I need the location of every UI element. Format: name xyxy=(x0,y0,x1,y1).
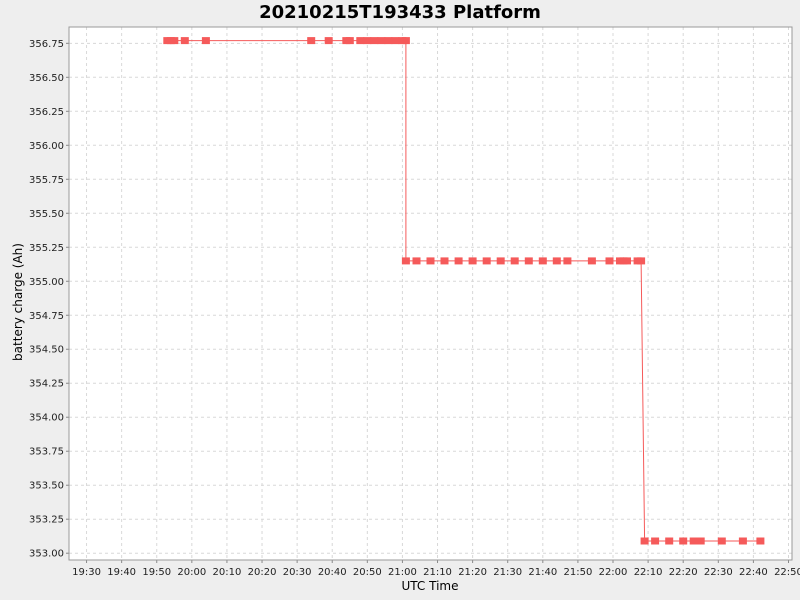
data-point xyxy=(482,257,491,265)
data-point xyxy=(454,257,463,265)
y-tick-label: 354.50 xyxy=(29,345,64,356)
data-point xyxy=(679,537,688,545)
x-tick-label: 19:40 xyxy=(107,567,136,578)
y-tick-label: 353.00 xyxy=(29,549,64,560)
x-tick-label: 22:10 xyxy=(634,567,663,578)
y-tick-label: 355.50 xyxy=(29,209,64,220)
data-point xyxy=(356,37,365,45)
y-tick-label: 356.25 xyxy=(29,107,64,118)
data-point xyxy=(496,257,505,265)
data-point xyxy=(637,257,646,265)
x-axis-label: UTC Time xyxy=(402,579,459,593)
x-tick-label: 20:40 xyxy=(318,567,347,578)
x-tick-label: 19:50 xyxy=(142,567,171,578)
data-point xyxy=(170,37,179,45)
data-point xyxy=(665,537,674,545)
y-tick-label: 355.75 xyxy=(29,175,64,186)
data-point xyxy=(440,257,449,265)
y-tick-label: 354.25 xyxy=(29,379,64,390)
data-point xyxy=(640,537,649,545)
data-point xyxy=(468,257,477,265)
data-point xyxy=(324,37,333,45)
data-point xyxy=(426,257,435,265)
x-tick-label: 22:20 xyxy=(669,567,698,578)
data-point xyxy=(401,37,410,45)
data-point xyxy=(345,37,354,45)
y-axis-label: battery charge (Ah) xyxy=(11,243,25,361)
y-tick-label: 356.75 xyxy=(29,39,64,50)
series-layer xyxy=(163,37,765,545)
x-tick-label: 22:30 xyxy=(704,567,733,578)
data-point xyxy=(384,37,393,45)
axes: 19:30 19:40 19:50 20:00 20:10 20:20 20:30 20:40… xyxy=(29,26,800,578)
data-point xyxy=(377,37,386,45)
x-tick-label: 20:30 xyxy=(283,567,312,578)
x-tick-label: 21:10 xyxy=(423,567,452,578)
y-tick-label: 355.00 xyxy=(29,277,64,288)
x-tick-label: 20:10 xyxy=(213,567,242,578)
x-tick-label: 20:50 xyxy=(353,567,382,578)
data-point xyxy=(412,257,421,265)
plot-border xyxy=(68,26,793,561)
chart-title: 20210215T193433 Platform xyxy=(259,2,541,23)
data-point xyxy=(717,537,726,545)
data-point xyxy=(738,537,747,545)
y-tick-label: 353.25 xyxy=(29,515,64,526)
x-tick-label: 22:40 xyxy=(739,567,768,578)
data-point xyxy=(552,257,561,265)
data-point xyxy=(391,37,400,45)
data-point xyxy=(363,37,372,45)
x-tick-label: 21:40 xyxy=(528,567,557,578)
y-tick-label: 353.75 xyxy=(29,447,64,458)
x-tick-label: 21:00 xyxy=(388,567,417,578)
x-tick-label: 22:50 xyxy=(774,567,800,578)
data-point xyxy=(605,257,614,265)
data-point xyxy=(180,37,189,45)
y-tick-label: 354.00 xyxy=(29,413,64,424)
x-tick-label: 21:30 xyxy=(493,567,522,578)
plot-area xyxy=(69,27,792,560)
data-point xyxy=(307,37,316,45)
x-tick-label: 21:20 xyxy=(458,567,487,578)
data-point xyxy=(201,37,210,45)
x-tick-label: 21:50 xyxy=(563,567,592,578)
y-tick-label: 356.00 xyxy=(29,141,64,152)
data-point xyxy=(587,257,596,265)
data-point xyxy=(563,257,572,265)
x-tick-label: 20:20 xyxy=(248,567,277,578)
data-point xyxy=(401,257,410,265)
data-point xyxy=(651,537,660,545)
x-tick-label: 19:30 xyxy=(72,567,101,578)
x-tick-label: 22:00 xyxy=(599,567,628,578)
data-point xyxy=(370,37,379,45)
grid xyxy=(69,27,792,560)
y-tick-label: 356.50 xyxy=(29,73,64,84)
data-point xyxy=(623,257,631,265)
data-point xyxy=(756,537,765,545)
data-point xyxy=(696,537,705,545)
data-point xyxy=(538,257,547,265)
data-point xyxy=(689,537,698,545)
x-tick-label: 20:00 xyxy=(177,567,206,578)
y-tick-label: 353.50 xyxy=(29,481,64,492)
data-point xyxy=(510,257,519,265)
data-point xyxy=(524,257,533,265)
y-tick-label: 355.25 xyxy=(29,243,64,254)
y-tick-label: 354.75 xyxy=(29,311,64,322)
